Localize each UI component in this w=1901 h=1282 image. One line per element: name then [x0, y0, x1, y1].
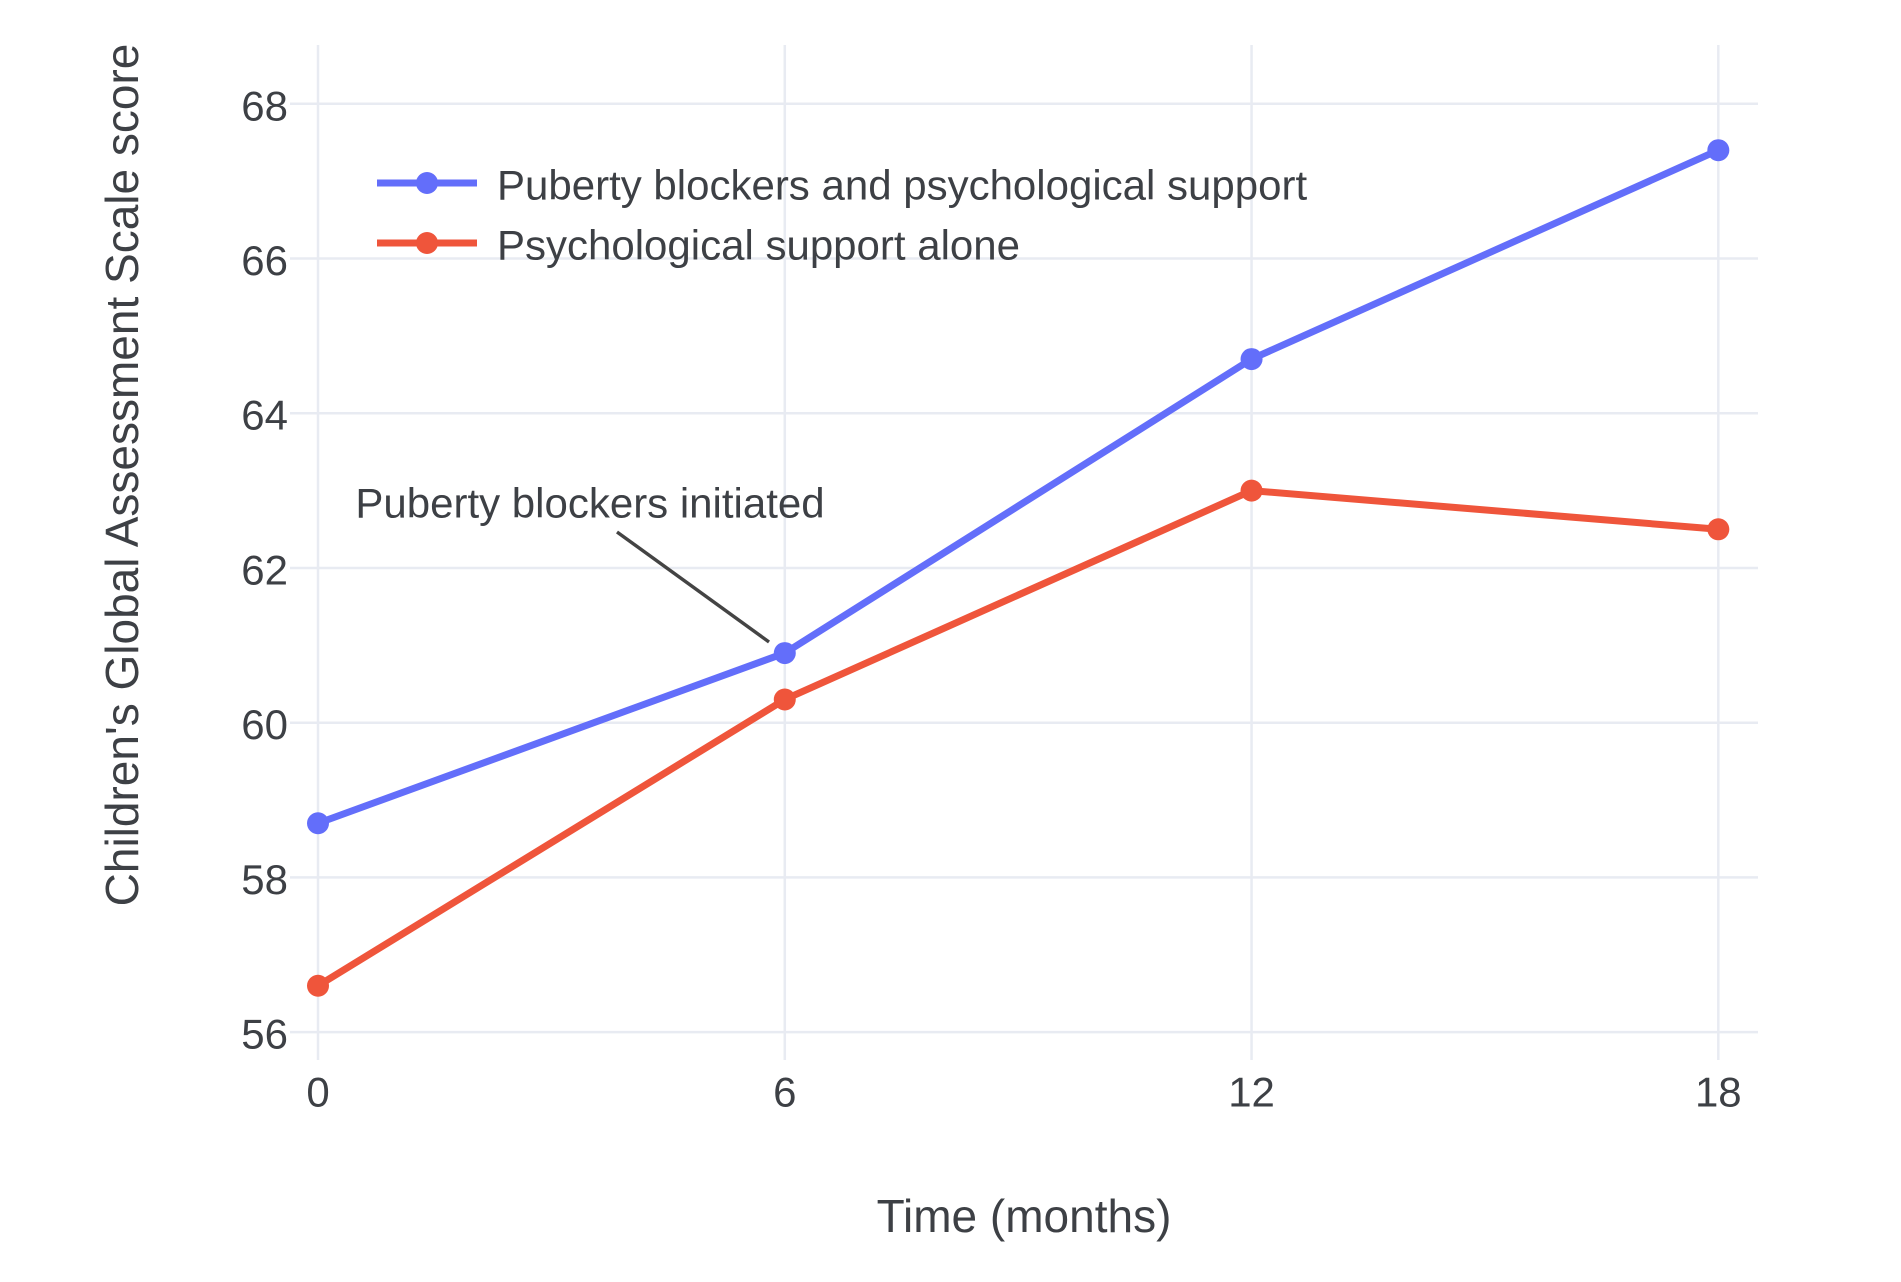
- axis-tick-labels: 0 6 12 18 56 58 60 62 64 66 68: [241, 82, 1741, 1115]
- data-point: [1240, 348, 1263, 371]
- series-line-0: [316, 147, 1720, 827]
- y-axis-title: Children's Global Assessment Scale score: [96, 44, 148, 907]
- x-tick-label: 18: [1695, 1069, 1742, 1116]
- x-tick-label: 0: [306, 1069, 329, 1116]
- legend: Puberty blockers and psychological suppo…: [377, 162, 1307, 269]
- legend-label-psych-support-alone: Psychological support alone: [497, 222, 1020, 269]
- x-tick-label: 12: [1228, 1069, 1275, 1116]
- data-point: [1240, 479, 1263, 502]
- data-point: [1707, 518, 1730, 541]
- legend-item-puberty-blockers[interactable]: Puberty blockers and psychological suppo…: [377, 162, 1307, 209]
- data-point: [307, 812, 330, 835]
- y-tick-label: 64: [241, 392, 288, 439]
- legend-marker-blue: [416, 172, 438, 194]
- series-line-1: [316, 487, 1719, 989]
- y-tick-label: 66: [241, 237, 288, 284]
- x-axis-title: Time (months): [877, 1190, 1172, 1242]
- data-point: [307, 974, 330, 997]
- legend-marker-red: [416, 232, 438, 254]
- y-tick-label: 60: [241, 701, 288, 748]
- data-point: [773, 642, 796, 665]
- x-tick-label: 6: [773, 1069, 796, 1116]
- annotation-pointer-line: [616, 530, 770, 644]
- data-series: [307, 139, 1730, 997]
- annotation-text: Puberty blockers initiated: [355, 480, 824, 527]
- annotation-puberty-blockers-initiated: Puberty blockers initiated: [355, 480, 825, 644]
- legend-label-puberty-blockers: Puberty blockers and psychological suppo…: [497, 162, 1307, 209]
- data-point: [1707, 139, 1730, 162]
- y-tick-label: 56: [241, 1011, 288, 1058]
- data-point: [773, 688, 796, 711]
- y-tick-label: 68: [241, 82, 288, 129]
- gridlines: [290, 45, 1758, 1060]
- legend-item-psych-support-alone[interactable]: Psychological support alone: [377, 222, 1020, 269]
- y-tick-label: 62: [241, 546, 288, 593]
- y-tick-label: 58: [241, 856, 288, 903]
